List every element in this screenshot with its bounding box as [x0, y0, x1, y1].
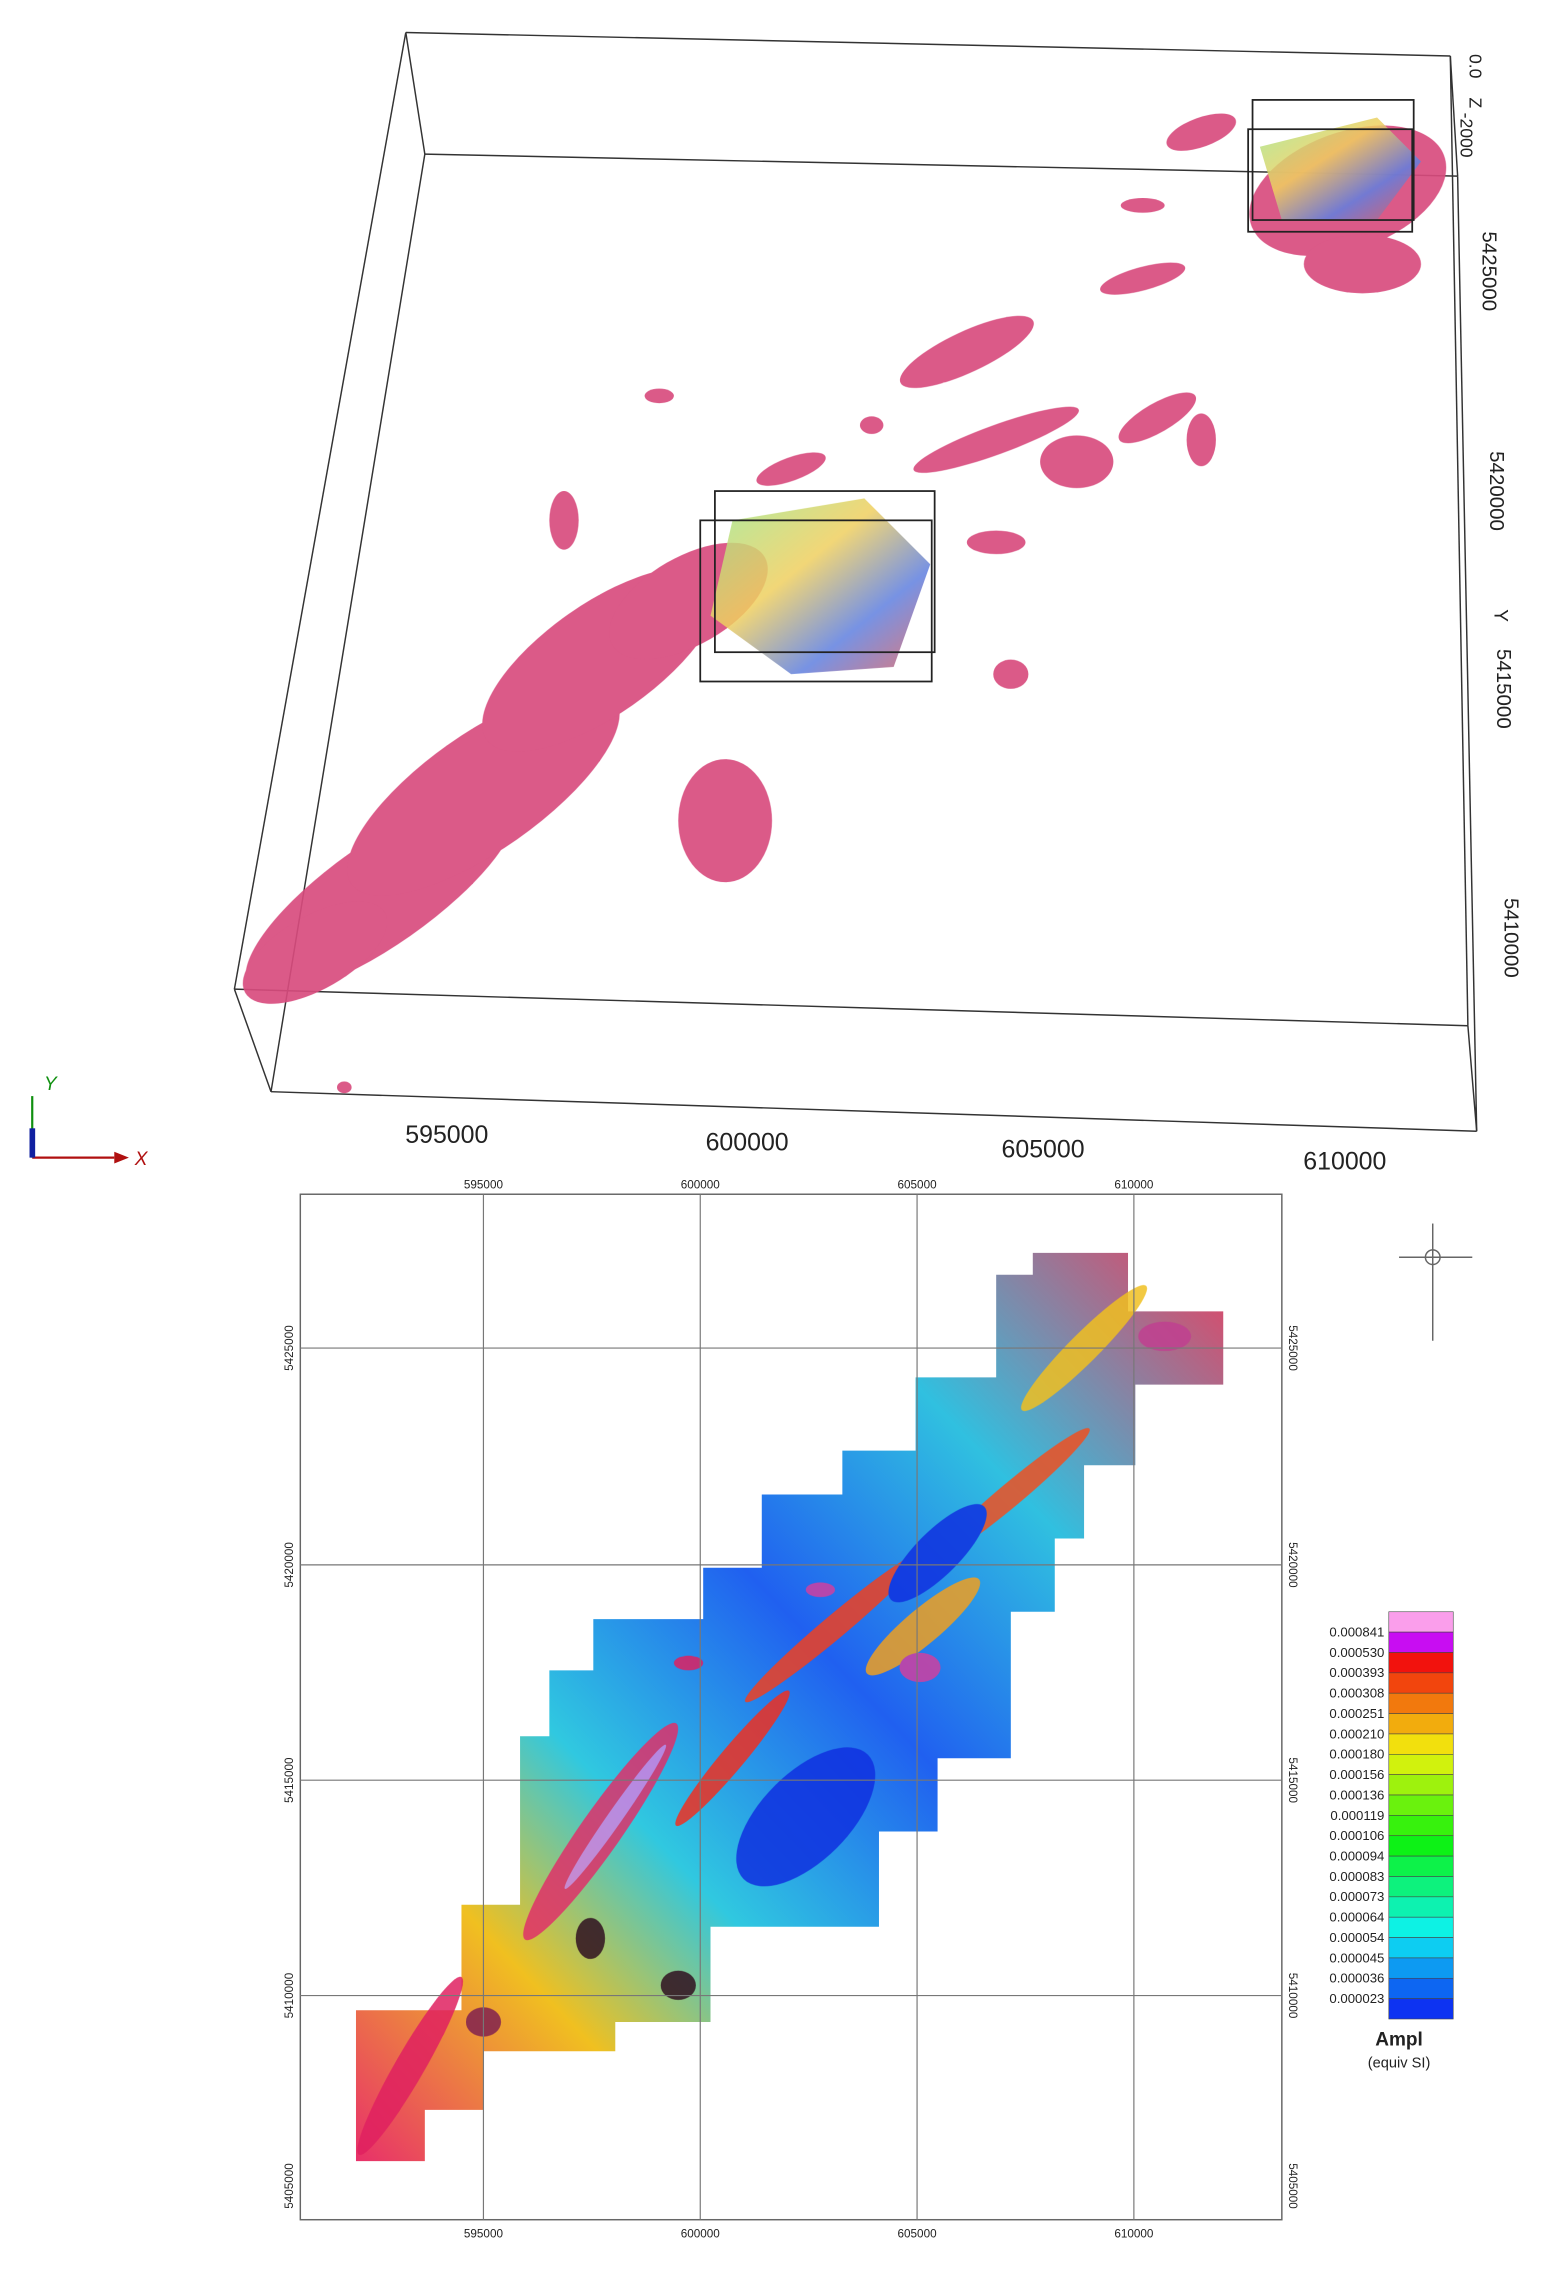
legend-swatch: [1388, 1692, 1454, 1714]
legend-label: 0.000180: [1329, 1747, 1384, 1762]
legend-swatch: [1388, 1957, 1454, 1979]
legend-label: 0.000119: [1330, 1808, 1384, 1823]
legend-label: 0.000136: [1329, 1787, 1384, 1802]
bottom-label: 600000: [681, 2227, 721, 2240]
axis-triad: [29, 1096, 129, 1164]
legend-label: 0.000156: [1329, 1767, 1384, 1782]
legend-label: 0.000036: [1329, 1971, 1384, 1986]
z-axis-label: -2000: [1457, 113, 1477, 158]
legend-label: 0.000106: [1329, 1828, 1384, 1843]
legend-swatch: [1388, 1998, 1454, 2020]
legend-title: Ampl: [1375, 2029, 1423, 2050]
top-label: 605000: [898, 1178, 938, 1191]
z-axis-label: 0.0: [1465, 54, 1485, 79]
legend-swatch: [1388, 1794, 1454, 1816]
x-axis-label: 610000: [1303, 1147, 1386, 1175]
legend-swatch: [1388, 1713, 1454, 1735]
y-axis-label: 5410000: [1500, 898, 1523, 978]
legend-swatch: [1388, 1896, 1454, 1918]
x-axis-label: 595000: [405, 1121, 488, 1149]
x-axis-label: 605000: [1002, 1136, 1085, 1164]
bottom-label: 605000: [898, 2227, 938, 2240]
triad-y: Y: [44, 1074, 58, 1095]
legend-label: 0.000064: [1329, 1910, 1384, 1925]
inversion-slabs: [710, 117, 1422, 675]
legend-swatch: [1388, 1754, 1454, 1775]
y-axis-title: Y: [1489, 609, 1510, 622]
right-label: 5425000: [1286, 1325, 1299, 1371]
bottom-label: 595000: [464, 2227, 504, 2240]
legend-label: 0.000094: [1329, 1849, 1384, 1864]
right-label: 5415000: [1286, 1757, 1299, 1803]
inversion-boxes: [699, 99, 1415, 683]
top-label: 595000: [464, 1178, 504, 1191]
legend-swatch: [1388, 1916, 1454, 1938]
view3d-labels: 595000 600000 605000 610000 5425000 5420000 54…: [44, 54, 1523, 1175]
legend-label: 0.000530: [1329, 1645, 1384, 1660]
legend-swatch: [1388, 1611, 1454, 1633]
right-label: 5410000: [1286, 1973, 1299, 2019]
legend-swatch: [1388, 1652, 1454, 1674]
y-axis-label: 5415000: [1492, 649, 1515, 729]
legend-label: 0.000083: [1329, 1869, 1384, 1884]
legend-unit: (equiv SI): [1368, 2055, 1431, 2071]
legend-swatch: [1388, 1672, 1454, 1694]
top-label: 600000: [681, 1178, 721, 1191]
left-label: 5415000: [283, 1757, 296, 1803]
isosurfaces: [242, 113, 1447, 1094]
legend-swatch: [1388, 1815, 1454, 1837]
bounding-box: [233, 31, 1478, 1132]
x-axis-label: 600000: [706, 1128, 789, 1156]
legend-label: 0.000251: [1329, 1706, 1384, 1721]
legend-swatch: [1388, 1733, 1454, 1755]
z-axis-title: Z: [1465, 97, 1485, 108]
legend-swatch: [1388, 1977, 1454, 1999]
right-label: 5420000: [1286, 1542, 1299, 1588]
legend-label: 0.000393: [1329, 1665, 1384, 1680]
y-axis-label: 5420000: [1485, 451, 1508, 531]
legend-label: 0.000210: [1329, 1726, 1384, 1741]
color-legend: 0.000841 0.000530 0.000393 0.000308 0.000251…: [1329, 1611, 1454, 2071]
legend-label: 0.000045: [1329, 1950, 1384, 1965]
right-label: 5405000: [1286, 2163, 1299, 2209]
map-grid: [300, 1194, 1282, 2220]
legend-swatch: [1388, 1631, 1454, 1653]
map-labels: 595000 595000 600000 600000 605000 605000 6100…: [283, 1178, 1299, 2240]
north-arrow: [1399, 1223, 1473, 1341]
left-label: 5425000: [283, 1325, 296, 1371]
left-label: 5405000: [283, 2163, 296, 2209]
legend-swatch: [1388, 1855, 1454, 1877]
survey-area: [355, 1252, 1224, 2162]
legend-label: 0.000841: [1329, 1625, 1384, 1640]
legend-label: 0.000054: [1329, 1930, 1384, 1945]
legend-swatch: [1388, 1774, 1454, 1796]
bottom-label: 610000: [1114, 2227, 1154, 2240]
triad-x: X: [134, 1149, 149, 1170]
legend-swatch: [1388, 1876, 1454, 1898]
legend-swatch: [1388, 1937, 1454, 1959]
left-label: 5410000: [283, 1972, 296, 2018]
top-label: 610000: [1114, 1178, 1154, 1191]
legend-swatch: [1388, 1835, 1454, 1857]
legend-label: 0.000023: [1329, 1991, 1384, 2006]
legend-label: 0.000308: [1329, 1686, 1384, 1701]
left-label: 5420000: [283, 1542, 296, 1588]
y-axis-label: 5425000: [1478, 231, 1501, 311]
legend-label: 0.000073: [1329, 1889, 1384, 1904]
